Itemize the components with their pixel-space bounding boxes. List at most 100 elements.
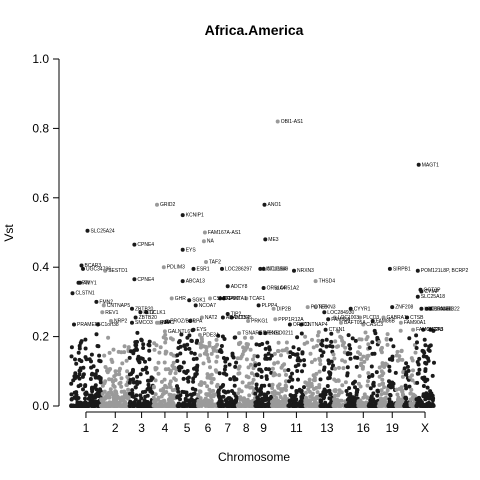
labeled-point: [262, 202, 267, 207]
data-point: [100, 391, 105, 396]
data-point: [225, 397, 230, 402]
data-point: [375, 393, 380, 398]
data-point: [353, 355, 358, 360]
gene-label: PTI: [82, 280, 90, 286]
gene-label: THSD4: [319, 279, 336, 285]
data-point: [420, 376, 425, 380]
gene-label: SIRPB1: [393, 266, 411, 272]
data-point: [123, 400, 128, 404]
data-point: [302, 358, 306, 363]
data-point: [105, 370, 110, 375]
data-point: [111, 403, 116, 408]
gene-label: PLCD3: [363, 315, 379, 321]
gene-label: PDLIM3: [167, 265, 185, 271]
data-point: [154, 398, 158, 403]
data-point: [307, 404, 312, 408]
labeled-point: [405, 315, 410, 320]
data-point: [348, 346, 353, 351]
labeled-point: [103, 268, 108, 273]
labeled-point: [72, 322, 76, 327]
data-point: [423, 369, 428, 373]
data-point: [130, 388, 135, 393]
labeled-point: [370, 319, 375, 323]
data-point: [162, 390, 167, 395]
data-point: [332, 356, 337, 361]
gene-label: NAT2: [205, 315, 218, 321]
gene-label: POTEB: [311, 305, 329, 311]
data-point: [257, 400, 262, 405]
labeled-point: [221, 296, 226, 301]
data-point: [284, 340, 289, 345]
gene-label: CNTNAP4: [304, 322, 328, 328]
data-point: [81, 365, 86, 370]
labeled-point: [229, 315, 234, 320]
gene-label: NRP2: [114, 319, 128, 325]
data-point: [232, 383, 237, 388]
labeled-point: [95, 322, 100, 327]
gene-label: TCAF1: [249, 296, 265, 302]
data-point: [333, 393, 337, 398]
data-point: [291, 345, 296, 350]
data-point: [69, 354, 74, 359]
data-point: [108, 367, 113, 371]
gene-label: FAM86B: [376, 319, 396, 325]
data-point: [162, 377, 167, 382]
data-point: [431, 328, 436, 333]
data-point: [380, 363, 385, 368]
data-point: [108, 387, 113, 392]
data-point: [122, 350, 127, 355]
labeled-point: [81, 266, 85, 271]
data-point: [138, 372, 143, 377]
data-point: [81, 372, 86, 377]
data-point: [233, 364, 238, 369]
data-point: [309, 360, 314, 365]
data-point: [354, 364, 359, 369]
data-point: [408, 391, 413, 396]
data-point: [380, 377, 385, 382]
data-point: [248, 399, 253, 404]
data-point: [98, 380, 103, 385]
data-point: [215, 382, 220, 387]
data-point: [163, 349, 168, 354]
gene-label: CHRNA4: [430, 306, 451, 312]
data-point: [254, 342, 259, 347]
data-point: [209, 398, 214, 403]
labeled-point: [191, 327, 196, 332]
data-point: [267, 383, 272, 388]
data-point: [270, 366, 275, 371]
labeled-point: [263, 237, 268, 242]
labeled-point: [180, 213, 185, 218]
data-point: [292, 402, 297, 407]
data-point: [322, 403, 327, 408]
gene-label: NA: [165, 320, 173, 326]
gene-label: SLC25A24: [91, 228, 115, 234]
data-point: [136, 358, 141, 363]
gene-label: DIP2B: [277, 306, 292, 312]
labeled-point: [197, 332, 202, 337]
data-point: [399, 348, 404, 353]
labeled-point: [299, 322, 304, 327]
data-point: [246, 375, 251, 380]
data-point: [208, 365, 212, 370]
data-point: [379, 388, 384, 393]
data-point: [83, 391, 88, 396]
data-point: [83, 396, 87, 401]
data-point: [428, 389, 433, 394]
data-point: [206, 401, 211, 406]
labeled-point: [275, 119, 280, 124]
data-point: [122, 389, 127, 394]
data-point: [295, 369, 300, 373]
data-point: [106, 390, 111, 395]
data-point: [164, 336, 168, 341]
data-point: [357, 374, 362, 379]
labeled-point: [261, 266, 266, 271]
data-point: [320, 338, 325, 343]
data-point: [94, 332, 99, 337]
data-point: [187, 333, 192, 338]
gene-label: ZBTB20: [135, 306, 154, 312]
data-point: [201, 361, 206, 366]
data-point: [131, 377, 136, 382]
data-point: [393, 370, 398, 375]
labeled-point: [387, 266, 392, 271]
data-point: [411, 368, 415, 373]
